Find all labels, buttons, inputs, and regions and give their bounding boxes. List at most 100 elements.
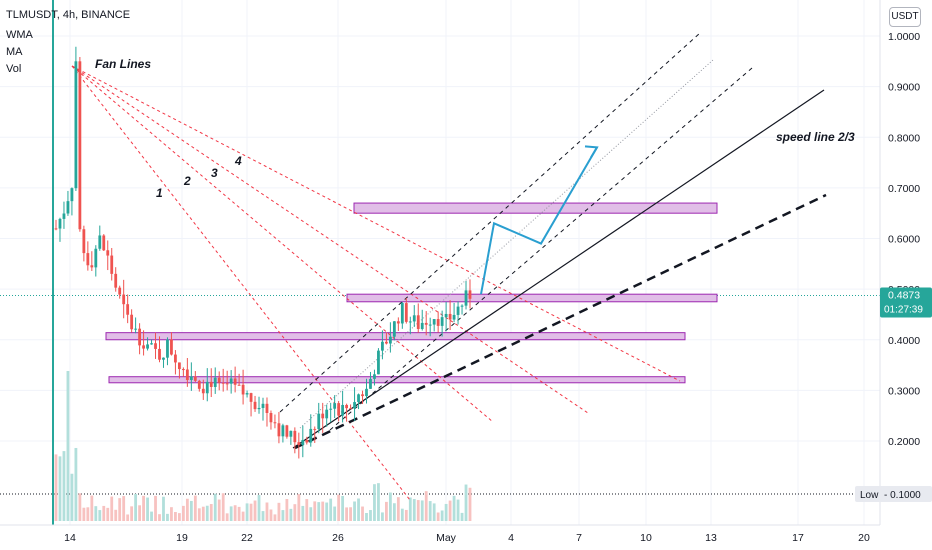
volume-bar bbox=[385, 501, 388, 521]
volume-bar bbox=[253, 500, 257, 521]
volume-bar bbox=[233, 505, 237, 521]
volume-bar bbox=[440, 510, 444, 521]
volume-bar bbox=[126, 514, 130, 521]
candle-body bbox=[241, 384, 245, 395]
candle-body bbox=[436, 319, 440, 326]
volume-bar bbox=[70, 473, 74, 521]
volume-bar bbox=[94, 506, 98, 521]
time-tick-label: 26 bbox=[332, 532, 344, 544]
candle-body bbox=[428, 324, 432, 326]
candle-body bbox=[464, 290, 468, 306]
volume-bar bbox=[261, 511, 265, 521]
volume-bar bbox=[392, 503, 396, 521]
time-tick-label: 13 bbox=[705, 532, 717, 544]
candle-body bbox=[381, 341, 384, 351]
candle-body bbox=[118, 287, 122, 295]
candle-body bbox=[257, 407, 261, 410]
projection-line bbox=[480, 146, 598, 295]
candle-body bbox=[289, 430, 293, 437]
volume-bar bbox=[265, 502, 269, 521]
channel-lower bbox=[329, 67, 753, 431]
candle-body bbox=[178, 362, 181, 370]
currency-button[interactable]: USDT bbox=[889, 7, 921, 27]
volume-bar bbox=[154, 495, 157, 521]
candle-body bbox=[181, 369, 185, 371]
candle-body bbox=[269, 412, 273, 423]
volume-bar bbox=[58, 456, 62, 521]
volume-bar bbox=[197, 508, 201, 521]
trend-channel bbox=[279, 32, 827, 450]
volume-bar bbox=[353, 501, 356, 521]
candle-body bbox=[209, 381, 213, 387]
candle-body bbox=[424, 322, 428, 325]
candle-body bbox=[337, 403, 341, 416]
volume-bar bbox=[416, 500, 420, 521]
countdown-label: 01:27:39 bbox=[884, 305, 923, 316]
candle-body bbox=[297, 442, 301, 446]
time-tick-label: May bbox=[436, 532, 457, 544]
candle-body bbox=[229, 378, 233, 384]
candle-body bbox=[273, 422, 277, 424]
candle-body bbox=[114, 273, 118, 288]
time-axis: 14 19 22 26 May 4 7 10 13 17 20 bbox=[0, 524, 880, 544]
symbol-title: TLMUSDT, 4h, BINANCE bbox=[6, 9, 131, 21]
volume-bar bbox=[66, 371, 70, 521]
price-tick-label: 0.7000 bbox=[888, 183, 920, 195]
volume-bar bbox=[297, 494, 301, 521]
volume-bar bbox=[257, 495, 261, 521]
candle-body bbox=[237, 384, 241, 386]
volume-bar bbox=[289, 508, 293, 521]
candle-body bbox=[261, 403, 265, 408]
volume-bar bbox=[377, 483, 380, 521]
candle-body bbox=[74, 61, 78, 189]
volume-bar bbox=[448, 500, 452, 521]
candle-body bbox=[66, 201, 70, 214]
candle-body bbox=[456, 306, 460, 315]
time-tick-label: 14 bbox=[64, 532, 76, 544]
candle-body bbox=[388, 336, 392, 344]
candle-body bbox=[217, 377, 221, 383]
price-tick-label: 0.3000 bbox=[888, 385, 920, 397]
volume-bar bbox=[412, 499, 416, 521]
candle-body bbox=[205, 381, 209, 394]
candle-body bbox=[408, 321, 412, 323]
candle-body bbox=[365, 388, 368, 397]
volume-bar bbox=[205, 505, 209, 521]
volume-bar bbox=[150, 511, 153, 521]
candle-body bbox=[412, 315, 416, 322]
candle-body bbox=[385, 341, 388, 344]
candle-body bbox=[281, 425, 285, 437]
candle-body bbox=[404, 303, 408, 322]
time-tick-label: 10 bbox=[640, 532, 652, 544]
volume-bar bbox=[293, 504, 297, 521]
price-tick-label: 0.2000 bbox=[888, 436, 920, 448]
indicator-wma[interactable]: WMA bbox=[6, 29, 33, 41]
volume-bar bbox=[209, 504, 213, 521]
volume-bars bbox=[54, 371, 472, 521]
indicator-ma[interactable]: MA bbox=[6, 46, 23, 58]
candle-body bbox=[174, 354, 177, 363]
volume-bar bbox=[106, 507, 110, 521]
candle-body bbox=[90, 265, 94, 268]
candle-body bbox=[349, 408, 352, 410]
volume-bar bbox=[273, 514, 277, 521]
volume-bar bbox=[269, 509, 273, 521]
fan-number-label: 3 bbox=[211, 166, 218, 180]
time-tick-label: 17 bbox=[792, 532, 804, 544]
price-tick-label: 0.6000 bbox=[888, 234, 920, 246]
candle-body bbox=[166, 339, 169, 358]
volume-bar bbox=[277, 502, 281, 521]
candle-body bbox=[440, 317, 444, 326]
channel-mid bbox=[299, 59, 714, 429]
volume-bar bbox=[285, 498, 289, 521]
volume-bar bbox=[400, 508, 404, 521]
indicator-vol[interactable]: Vol bbox=[6, 63, 22, 75]
candle-body bbox=[452, 314, 456, 320]
candle-body bbox=[305, 439, 309, 443]
volume-bar bbox=[408, 497, 412, 521]
projection-path bbox=[480, 145, 599, 295]
candle-body bbox=[333, 403, 337, 409]
grid bbox=[0, 0, 880, 525]
